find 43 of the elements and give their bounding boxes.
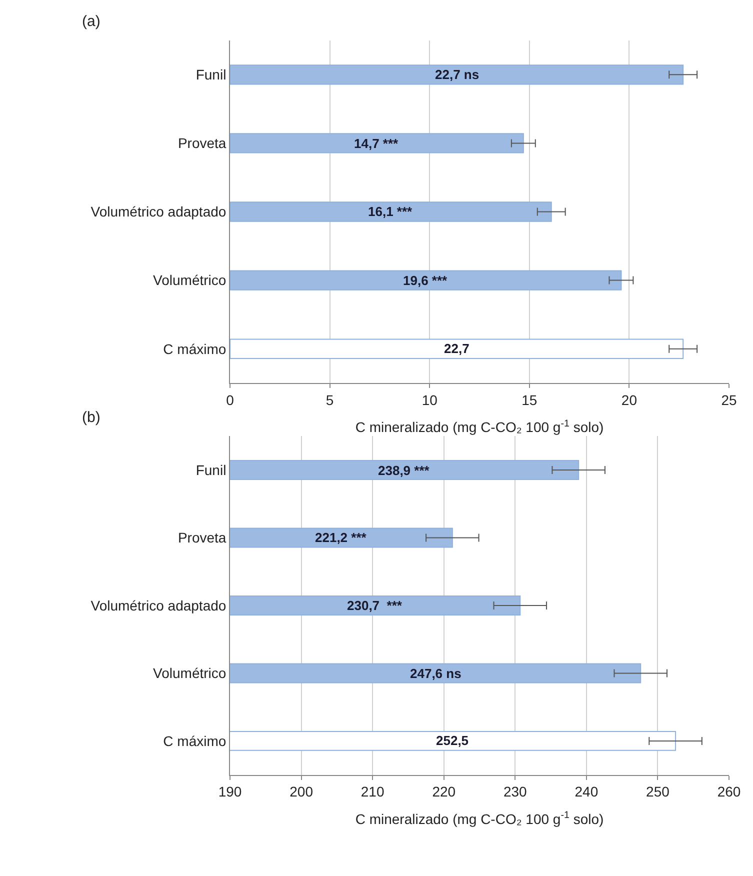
data-label: 16,1 *** [368,204,414,219]
y-tick-label: Funil [196,462,226,478]
y-tick-label: Proveta [178,135,226,152]
x-tick-label: 260 [717,784,741,800]
data-label: 230,7 *** [347,598,403,613]
y-tick-label: Proveta [178,530,226,546]
bar [230,270,622,290]
x-tick-label: 250 [646,784,670,800]
data-label: 247,6 ns [410,666,462,681]
x-tick-label: 15 [522,392,538,408]
y-tick-label: Volumétrico adaptado [90,204,226,220]
x-tick-label: 20 [621,392,638,408]
x-tick-label: 230 [503,784,528,800]
y-tick-label: Volumétrico [153,272,226,288]
bar [230,64,684,85]
x-tick-label: 240 [574,784,598,800]
x-tick-label: 25 [721,392,737,408]
bar [230,338,684,359]
x-tick-label: 0 [226,392,234,408]
x-axis-title: C mineralizado (mg C-CO₂ 100 g$^{-1}$ solo) [355,418,604,436]
x-tick-label: 210 [360,784,384,800]
x-axis-title: C mineralizado (mg C-CO₂ 100 g$^{-1}$ solo) [355,810,604,827]
x-tick-label: 200 [290,784,314,800]
y-tick-label: C máximo [163,732,226,749]
text: (a) [82,13,100,30]
data-label: 252,5 [436,733,469,748]
x-tick-label: 5 [326,392,334,408]
y-tick-label: C máximo [163,340,226,357]
data-label: 19,6 *** [403,273,448,288]
x-tick-label: 220 [432,784,456,800]
y-tick-label: Volumétrico [153,665,226,682]
data-label: 22,7 ns [435,67,480,82]
text: (b) [82,409,100,426]
x-tick-label: 10 [422,392,438,408]
x-tick-label: 190 [218,784,242,800]
y-tick-label: Volumétrico adaptado [90,597,226,614]
bar [230,202,552,222]
data-label: 22,7 [444,341,470,356]
data-label: 238,9 *** [378,463,430,478]
y-tick-label: Funil [196,66,226,83]
data-label: 221,2 *** [315,530,368,545]
data-label: 14,7 *** [354,136,400,151]
bar [230,133,524,154]
